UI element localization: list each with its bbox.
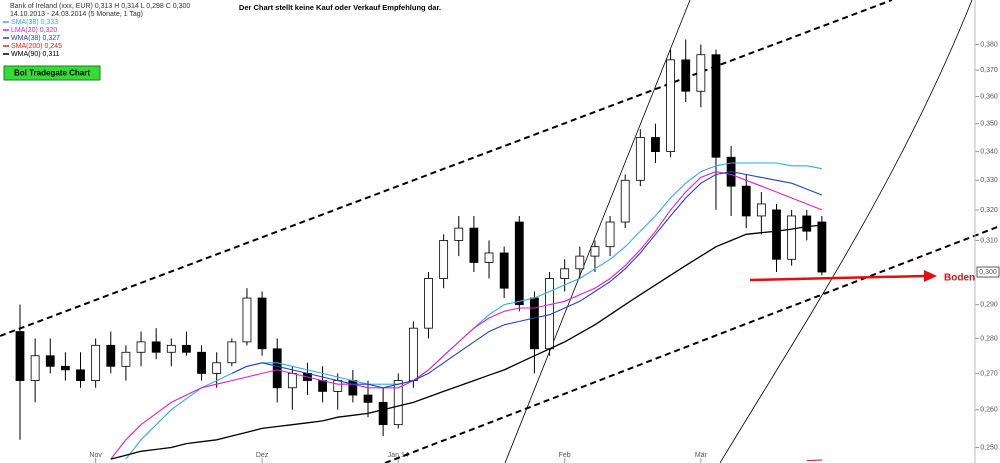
candle-body: [787, 215, 797, 260]
candle-body: [575, 255, 585, 270]
y-tick-label: 0,290: [980, 301, 998, 308]
legend-entry: SMA(38) 0,333: [11, 19, 58, 26]
candle-body: [272, 348, 282, 389]
candle-body: [499, 252, 509, 289]
candle-body: [530, 297, 539, 350]
candle-body: [651, 137, 660, 152]
y-tick-label: 0,350: [980, 121, 998, 128]
candle-body: [469, 227, 479, 263]
y-tick-label: 0,340: [980, 148, 998, 155]
candle-body: [30, 355, 40, 381]
candle-body: [454, 227, 464, 241]
y-tick-label: 0,380: [980, 41, 998, 48]
x-tick-label: Feb: [559, 452, 571, 459]
ma-line: [110, 171, 823, 460]
candle-body: [620, 179, 630, 223]
candle-body: [60, 365, 70, 371]
candle-body: [802, 215, 812, 232]
candle-body: [756, 203, 766, 217]
annotation: Boden: [944, 273, 975, 284]
x-tick-label: Mär: [695, 452, 708, 459]
candle-body: [106, 344, 116, 367]
candle-body: [76, 369, 85, 381]
candle-body: [484, 252, 494, 263]
candle-body: [197, 351, 206, 374]
candle-body: [227, 341, 237, 364]
arrow-shaft: [749, 274, 926, 282]
y-tick-label: 0,260: [980, 407, 998, 414]
candle-body: [287, 373, 297, 389]
candle-body: [136, 341, 146, 353]
candle-body: [439, 240, 449, 279]
candle-body: [560, 268, 570, 279]
candle-body: [590, 246, 600, 257]
y-tick-label: 0,310: [980, 237, 998, 244]
candle-body: [242, 297, 252, 343]
badge-box: [3, 65, 101, 81]
candle-body: [348, 380, 358, 396]
x-tick-label: Dez: [256, 452, 269, 459]
candle-body: [378, 401, 388, 426]
candle-body: [696, 54, 706, 92]
legend-entry: WMA(38) 0,327: [11, 35, 60, 42]
x-tick-label: Jan 14: [388, 452, 409, 459]
y-tick-label: 0,330: [980, 177, 998, 184]
candle-body: [257, 297, 267, 350]
candle-body: [711, 54, 721, 158]
candle-body: [91, 344, 101, 381]
grid-layer: 0,250 0,260 0,270 0,280 0,290 0,310 0,320 0,330…: [89, 41, 998, 463]
chart-title: Der Chart stellt keine Kauf oder Verkauf…: [239, 3, 441, 12]
candle-body: [666, 59, 675, 152]
candle-body: [363, 394, 373, 403]
candle-body: [424, 278, 433, 329]
candle-body: [514, 221, 524, 306]
candle-body: [318, 380, 328, 392]
legend-entry: LMA(20) 0,320: [11, 27, 57, 34]
candle-body: [212, 362, 222, 374]
legend: Bank of Ireland (xxx, EUR) 0,313 H 0,314…: [3, 3, 190, 58]
plot-layer: 0,300: [15, 39, 1000, 462]
last-price-label: 0,300: [979, 269, 997, 276]
x-tick-label: Nov: [89, 452, 102, 459]
ma-line: [231, 171, 823, 389]
last-price-box: [976, 266, 1000, 278]
y-tick-label: 0,270: [980, 370, 998, 377]
y-tick-label: 0,250: [980, 444, 998, 451]
candle-body: [635, 137, 645, 181]
candle-body: [393, 380, 403, 426]
upper-channel-line: [0, 0, 893, 337]
candle-body: [15, 331, 25, 381]
candle-body: [772, 209, 781, 260]
candle-body: [166, 344, 176, 353]
badge: Bol Tradegate Chart: [14, 69, 90, 78]
fan-line: [504, 0, 691, 463]
candle-body: [681, 59, 691, 92]
y-tick-label: 0,370: [980, 67, 998, 74]
candle-body: [408, 327, 418, 381]
candle-body: [333, 380, 343, 392]
y-tick-label: 0,360: [980, 93, 998, 100]
candle-body: [45, 355, 55, 367]
y-tick-label: 0,320: [980, 207, 998, 214]
legend-header: 14.10.2013 - 24.03.2014 (5 Monate, 1 Tag…: [10, 11, 143, 18]
ma-line: [110, 224, 822, 460]
candle-body: [741, 185, 751, 217]
candle-body: [151, 341, 161, 353]
arrow-head: [924, 270, 937, 282]
candle-body: [121, 351, 131, 367]
candle-body: [817, 221, 827, 273]
candle-body: [605, 221, 615, 248]
candle-body: [182, 344, 191, 353]
legend-header: Bank of Ireland (xxx, EUR) 0,313 H 0,314…: [10, 3, 190, 10]
ma-line: [806, 459, 822, 462]
legend-entry: WMA(90) 0,311: [11, 51, 60, 58]
legend-entry: SMA(200) 0,245: [11, 43, 62, 50]
y-tick-label: 0,280: [980, 335, 998, 342]
fan-curve: [719, 0, 973, 463]
